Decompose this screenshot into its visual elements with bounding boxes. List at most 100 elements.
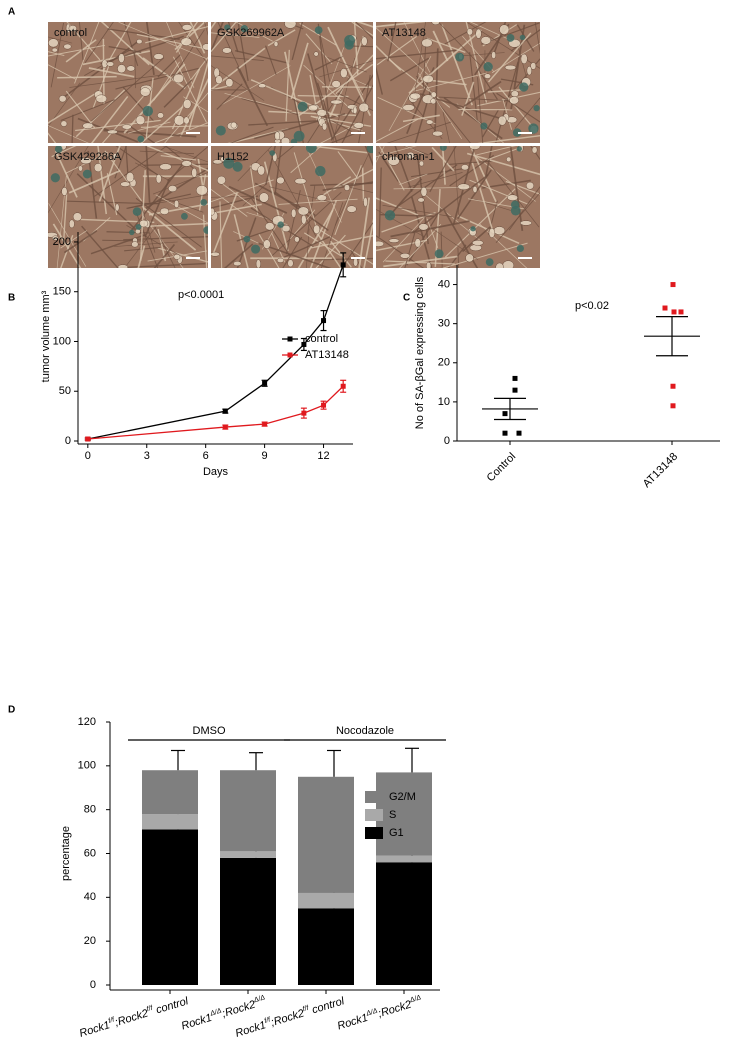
y-tick-label: 80	[84, 804, 96, 816]
x-tick-label: Rock1f/f;Rock2f/f control	[78, 994, 190, 1039]
cell-body	[280, 137, 291, 143]
cell-process	[167, 146, 208, 182]
cell-body	[135, 115, 146, 126]
panel-label: D	[8, 705, 15, 716]
stained-cell	[305, 146, 317, 154]
micrograph: AT13148	[376, 22, 540, 143]
cell-process	[456, 103, 505, 143]
cell-process	[221, 65, 291, 106]
stained-cell	[483, 62, 493, 72]
cell-body	[502, 260, 515, 268]
y-tick-label: 0	[90, 979, 96, 991]
cell-process	[447, 244, 467, 268]
cell-body	[316, 194, 327, 202]
cell-process	[211, 84, 232, 91]
cell-body	[68, 219, 75, 229]
cell-process	[347, 45, 373, 48]
cell-body	[257, 165, 266, 176]
stained-cell	[232, 161, 243, 172]
cell-body	[80, 157, 92, 165]
cell-body	[344, 184, 350, 191]
stained-cell	[480, 122, 488, 130]
cell-body	[316, 109, 327, 117]
cell-process	[407, 171, 463, 188]
cell-body	[155, 174, 162, 184]
cell-process	[119, 262, 206, 268]
stained-cell	[533, 104, 540, 112]
cell-process	[390, 220, 470, 238]
stained-cell	[251, 244, 261, 254]
stained-cell	[54, 146, 63, 153]
data-point	[670, 383, 676, 389]
cell-process	[102, 38, 105, 104]
superscript: Δ/Δ	[209, 1008, 223, 1018]
cell-body	[173, 253, 181, 260]
label-part: Rock1	[180, 1012, 213, 1033]
cell-process	[153, 122, 208, 143]
stained-cell	[344, 34, 356, 46]
cell-process	[414, 89, 432, 143]
cell-process	[383, 255, 458, 268]
cell-body	[274, 131, 281, 141]
stained-cell	[224, 24, 231, 31]
label-part: ;Rock2	[377, 998, 413, 1019]
micrograph-label: chroman-1	[382, 151, 435, 163]
stained-cell	[293, 130, 305, 142]
cell-process	[476, 156, 536, 202]
cell-process	[303, 64, 354, 112]
cell-body	[419, 160, 425, 167]
micrograph-label: GSK429286A	[54, 151, 122, 163]
cell-process	[211, 22, 237, 53]
cell-body	[488, 227, 496, 238]
cell-process	[452, 146, 476, 225]
data-point	[262, 421, 268, 427]
cell-body	[421, 38, 433, 48]
x-tick-label: 9	[262, 450, 268, 462]
cell-process	[237, 22, 249, 82]
cell-process	[327, 26, 372, 117]
cell-process	[320, 122, 360, 143]
cell-process	[50, 22, 64, 88]
cell-process	[51, 146, 77, 158]
cell-process	[290, 42, 309, 100]
cell-body	[159, 163, 172, 171]
data-point	[301, 410, 307, 416]
label-part: ;Rock2	[269, 1007, 305, 1028]
cell-process	[404, 231, 416, 268]
cell-process	[282, 236, 303, 268]
group-label: Nocodazole	[336, 725, 394, 737]
cell-body	[457, 183, 470, 191]
stained-cell	[297, 101, 308, 112]
cell-process	[376, 49, 458, 60]
cell-body	[313, 224, 321, 235]
x-tick-label: Control	[485, 451, 519, 485]
cell-process	[386, 121, 452, 143]
y-axis-label: No of SA-βGal expressing cells	[414, 276, 426, 429]
bar-segment	[376, 855, 432, 863]
cell-body	[409, 92, 421, 100]
cell-process	[145, 167, 208, 210]
cell-process	[71, 114, 74, 143]
micrograph: H1152	[211, 146, 373, 268]
cell-process	[63, 230, 98, 254]
cell-process	[277, 146, 295, 160]
cell-process	[211, 203, 262, 215]
x-tick-label: 6	[203, 450, 209, 462]
cell-body	[181, 24, 193, 31]
cell-process	[48, 125, 89, 143]
cell-body	[118, 53, 125, 64]
cell-body	[461, 164, 469, 171]
cell-process	[164, 198, 204, 213]
cell-process	[241, 98, 299, 116]
legend-marker	[287, 336, 293, 342]
cell-process	[406, 207, 443, 266]
cell-process	[396, 164, 458, 208]
cell-process	[135, 162, 171, 182]
cell-process	[426, 37, 466, 53]
stained-cell	[366, 146, 373, 154]
cell-body	[78, 165, 83, 172]
cell-process	[104, 150, 142, 202]
cell-body	[117, 264, 129, 268]
cell-process	[140, 204, 156, 253]
cell-process	[69, 74, 167, 88]
